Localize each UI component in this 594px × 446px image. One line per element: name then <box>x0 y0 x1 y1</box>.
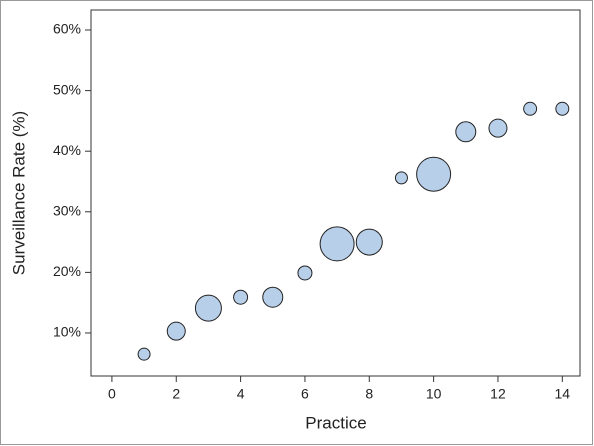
bubble <box>262 286 284 308</box>
y-tick-label: 30% <box>53 202 81 218</box>
bubble <box>416 156 452 192</box>
x-tick-label: 0 <box>108 386 116 402</box>
x-tick-label: 2 <box>172 386 180 402</box>
bubble <box>137 347 151 361</box>
bubble <box>194 294 222 322</box>
x-tick-label: 10 <box>426 386 442 402</box>
bubble <box>233 289 249 305</box>
y-tick-label: 40% <box>53 142 81 158</box>
x-axis-label: Practice <box>305 413 366 432</box>
x-tick-label: 6 <box>301 386 309 402</box>
x-tick-label: 12 <box>490 386 506 402</box>
bubble <box>297 265 313 281</box>
y-tick-label: 60% <box>53 21 81 37</box>
bubble <box>355 228 383 256</box>
bubble <box>394 171 408 185</box>
bubble <box>166 321 186 341</box>
bubble <box>319 226 355 262</box>
y-tick-label: 10% <box>53 324 81 340</box>
bubble <box>555 101 570 116</box>
y-tick-label: 20% <box>53 263 81 279</box>
bubble <box>523 101 538 116</box>
x-tick-label: 8 <box>365 386 373 402</box>
y-tick-label: 50% <box>53 81 81 97</box>
x-tick-label: 4 <box>237 386 245 402</box>
bubble <box>455 121 477 143</box>
plot-area <box>90 9 581 377</box>
x-tick-label: 14 <box>555 386 571 402</box>
bubble <box>488 118 508 138</box>
y-axis-label: Surveillance Rate (%) <box>9 111 28 275</box>
